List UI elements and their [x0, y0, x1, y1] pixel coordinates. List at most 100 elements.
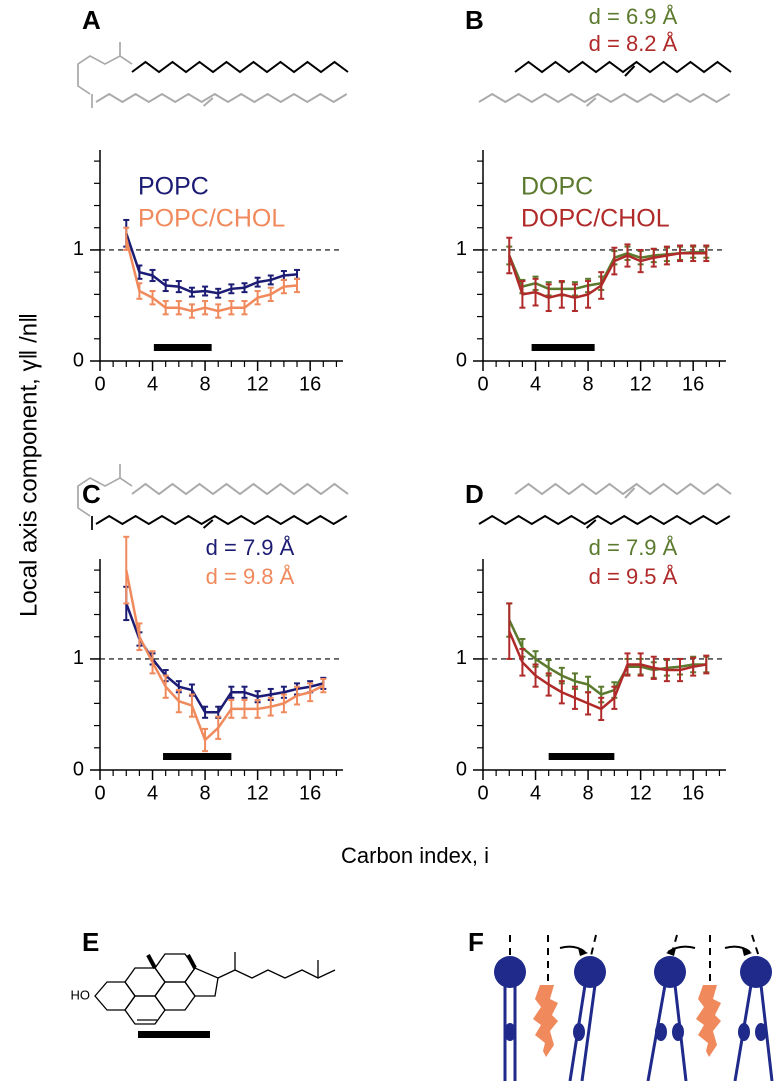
error-bar — [663, 657, 670, 683]
panel-label: E — [82, 927, 99, 957]
error-bar — [677, 244, 684, 263]
error-bar — [677, 657, 684, 683]
double-bond — [624, 65, 636, 77]
annotation: d = 6.9 Å — [589, 4, 678, 29]
double-bond — [202, 519, 214, 529]
error-bar — [650, 655, 657, 680]
cholesterol — [94, 952, 336, 1025]
x-tick-label: 0 — [94, 373, 105, 395]
error-bar — [228, 283, 235, 295]
error-bar — [637, 652, 644, 677]
legend-entry: POPC/CHOL — [138, 205, 285, 233]
acyl-chain — [95, 92, 348, 104]
error-bar — [571, 685, 578, 710]
error-bar — [624, 243, 631, 268]
double-bond — [585, 97, 597, 107]
y-tick-label: 0 — [73, 758, 84, 780]
x-tick-label: 8 — [583, 373, 594, 395]
error-bar — [294, 685, 301, 706]
error-bar — [532, 277, 539, 307]
y-tick-label: 1 — [73, 238, 84, 260]
error-bar — [162, 278, 169, 293]
error-bar — [545, 672, 552, 697]
error-bar — [624, 652, 631, 677]
head-group — [77, 55, 133, 95]
error-bar — [267, 286, 274, 303]
acyl-chain — [478, 92, 731, 104]
panel-label: D — [465, 479, 484, 509]
error-bar — [558, 280, 565, 309]
error-bar — [136, 282, 143, 300]
y-axis-label: Local axis component, γ‖ /n‖ — [15, 313, 42, 617]
error-bar — [320, 677, 327, 694]
y-tick-label: 1 — [456, 238, 467, 260]
error-bar — [650, 247, 657, 268]
x-tick-label: 12 — [629, 782, 651, 804]
error-bar — [519, 647, 526, 677]
series-line — [508, 619, 707, 696]
error-bar — [149, 290, 156, 306]
error-bar — [558, 680, 565, 705]
annotation: d = 9.8 Å — [206, 564, 295, 589]
error-bar — [123, 535, 130, 605]
error-bar — [228, 685, 235, 699]
x-tick-label: 12 — [629, 373, 651, 395]
error-bar — [162, 300, 169, 316]
error-bar — [519, 280, 526, 309]
error-bar — [280, 278, 287, 295]
error-bar — [241, 282, 248, 294]
error-bar — [267, 274, 274, 286]
panel-label: C — [82, 479, 101, 509]
error-bar — [663, 245, 670, 266]
acyl-chain — [95, 514, 348, 526]
panel-label: F — [468, 927, 484, 957]
y-tick-label: 1 — [456, 647, 467, 669]
error-bar — [149, 268, 156, 283]
x-tick-label: 4 — [147, 373, 158, 395]
sterol-label: HO — [71, 987, 91, 1002]
head-group — [77, 55, 133, 95]
x-tick-label: 8 — [200, 782, 211, 804]
error-bar — [149, 650, 156, 675]
error-bar — [267, 696, 274, 717]
error-bar — [637, 248, 644, 274]
x-axis-label: Carbon index, i — [341, 843, 489, 868]
double-bond — [624, 487, 636, 499]
highlight-bar — [153, 344, 212, 351]
error-bar — [598, 696, 605, 722]
error-bar — [690, 244, 697, 263]
annotation: d = 7.9 Å — [589, 535, 678, 560]
acyl-chain — [131, 60, 349, 74]
annotation: d = 8.2 Å — [589, 31, 678, 56]
legend-entry: POPC — [138, 173, 209, 201]
error-bar — [188, 286, 195, 298]
highlight-bar — [138, 1031, 210, 1038]
error-bar — [703, 654, 710, 675]
x-tick-label: 0 — [477, 373, 488, 395]
membrane-cartoon — [494, 934, 774, 1081]
acyl-chain — [514, 482, 732, 496]
y-tick-label: 0 — [456, 349, 467, 371]
x-tick-label: 0 — [477, 782, 488, 804]
error-bar — [506, 236, 513, 275]
error-bar — [241, 699, 248, 719]
error-bar — [175, 300, 182, 316]
error-bar — [585, 280, 592, 309]
acyl-chain — [514, 60, 732, 74]
error-bar — [215, 287, 222, 299]
error-bar — [175, 689, 182, 714]
series-line — [508, 252, 707, 299]
x-tick-label: 16 — [682, 373, 704, 395]
error-bar — [202, 285, 209, 297]
error-bar — [254, 276, 261, 288]
series-line — [125, 232, 298, 295]
error-bar — [188, 303, 195, 319]
error-bar — [307, 682, 314, 703]
panel-label: B — [465, 5, 484, 35]
error-bar — [188, 693, 195, 718]
x-tick-label: 16 — [299, 373, 321, 395]
annotation: d = 7.9 Å — [206, 535, 295, 560]
panel-label: A — [82, 5, 101, 35]
error-bar — [241, 300, 248, 316]
